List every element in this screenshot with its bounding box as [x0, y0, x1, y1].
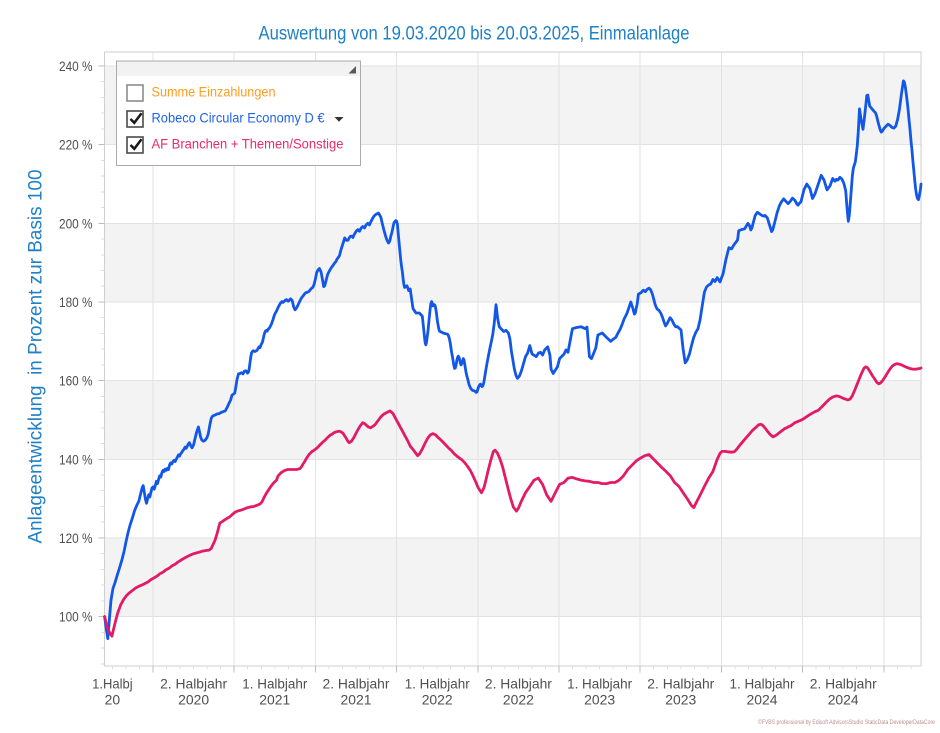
svg-text:240 %: 240 % — [59, 58, 93, 74]
svg-text:2024: 2024 — [747, 692, 778, 708]
svg-text:1. Halbjahr: 1. Halbjahr — [730, 676, 795, 692]
svg-text:180 %: 180 % — [59, 294, 93, 310]
svg-text:AF Branchen + Themen/Sonstige: AF Branchen + Themen/Sonstige — [152, 136, 344, 152]
svg-text:2022: 2022 — [422, 692, 453, 708]
svg-text:220 %: 220 % — [59, 137, 93, 153]
svg-text:2024: 2024 — [828, 692, 859, 708]
svg-text:2. Halbjahr: 2. Halbjahr — [647, 676, 714, 692]
svg-text:200 %: 200 % — [59, 215, 93, 231]
svg-text:160 %: 160 % — [59, 373, 93, 389]
svg-text:©FVBS professional by Edisoft: ©FVBS professional by Edisoft AdvisorsSt… — [758, 718, 935, 726]
svg-text:2. Halbjahr: 2. Halbjahr — [160, 676, 227, 692]
svg-text:2022: 2022 — [503, 692, 534, 708]
svg-text:Robeco Circular Economy D €: Robeco Circular Economy D € — [152, 110, 325, 126]
svg-text:Auswertung von 19.03.2020 bis: Auswertung von 19.03.2020 bis 20.03.2025… — [259, 23, 690, 45]
svg-text:2021: 2021 — [259, 692, 290, 708]
svg-text:Anlageentwicklung in Prozent: Anlageentwicklung in Prozent zur Basis 1… — [25, 169, 47, 543]
svg-text:2020: 2020 — [178, 692, 209, 708]
svg-text:2023: 2023 — [584, 692, 615, 708]
svg-text:2. Halbjahr: 2. Halbjahr — [323, 676, 390, 692]
svg-text:100 %: 100 % — [59, 609, 93, 625]
svg-text:140 %: 140 % — [59, 451, 93, 467]
svg-text:1. Halbjahr: 1. Halbjahr — [405, 676, 470, 692]
svg-text:1. Halbjahr: 1. Halbjahr — [567, 676, 632, 692]
svg-text:2023: 2023 — [665, 692, 696, 708]
svg-text:1. Halbjahr: 1. Halbjahr — [242, 676, 307, 692]
svg-text:2. Halbjahr: 2. Halbjahr — [485, 676, 552, 692]
svg-text:1.Halbj: 1.Halbj — [92, 676, 132, 692]
svg-text:2. Halbjahr: 2. Halbjahr — [810, 676, 877, 692]
svg-text:120 %: 120 % — [59, 530, 93, 546]
svg-text:2021: 2021 — [341, 692, 372, 708]
svg-text:Summe Einzahlungen: Summe Einzahlungen — [152, 84, 276, 100]
svg-text:20: 20 — [105, 692, 121, 708]
